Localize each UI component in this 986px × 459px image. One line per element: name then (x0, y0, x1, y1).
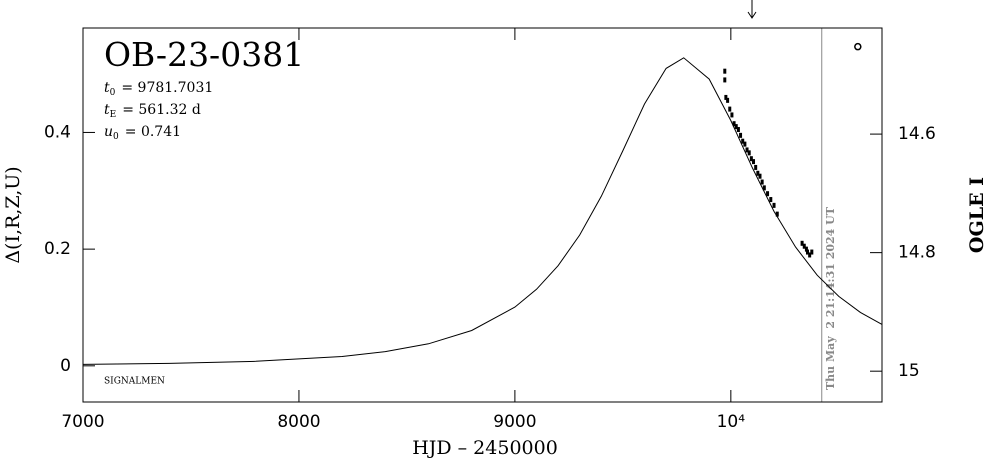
parameter-subscript: E (110, 110, 117, 120)
data-point (741, 138, 745, 144)
arrow-head (747, 11, 757, 19)
data-point (772, 202, 776, 208)
data-point (728, 106, 732, 112)
data-point (754, 164, 758, 170)
x-tick-label: 7000 (61, 412, 104, 432)
data-point (734, 124, 738, 130)
y2-tick-label: 15 (898, 361, 920, 381)
parameter-subscript: 0 (110, 88, 116, 98)
parameter: tE = 561.32 d (104, 102, 201, 120)
data-point (752, 159, 756, 165)
data-point (808, 252, 812, 258)
data-point (762, 185, 766, 191)
data-point (758, 173, 762, 179)
data-point (766, 191, 770, 197)
y-tick-label: 0.4 (44, 122, 71, 142)
parameter-value: = 0.741 (125, 124, 181, 140)
data-point (726, 97, 730, 103)
x-tick-label: 10⁴ (717, 412, 746, 432)
data-point (730, 112, 734, 118)
x-axis-label: HJD – 2450000 (412, 437, 558, 459)
data-point (745, 147, 749, 153)
parameter: t0 = 9781.7031 (104, 80, 213, 98)
model-curve (82, 57, 883, 365)
data-point (723, 77, 727, 83)
data-point (802, 243, 806, 249)
parameter-value: = 561.32 d (122, 102, 201, 118)
y2-tick-label: 14.8 (898, 243, 936, 263)
data-point (854, 42, 862, 51)
data-point (732, 121, 736, 127)
data-point (760, 179, 764, 185)
y-tick-label: 0.2 (44, 239, 71, 259)
parameter-symbol: t (104, 80, 110, 96)
plot-frame (82, 27, 883, 403)
data-point (736, 127, 740, 133)
data-point (756, 170, 760, 176)
data-point (749, 156, 753, 162)
chart-title: OB-23-0381 (104, 35, 304, 74)
data-point (805, 249, 809, 255)
signature: SIGNALMEN (104, 377, 165, 387)
data-point (810, 249, 814, 255)
y2-axis-label: OGLE I (966, 177, 986, 253)
parameter-symbol: u (104, 124, 113, 140)
parameter: u0 = 0.741 (104, 124, 181, 142)
x-tick-label: 9000 (493, 412, 536, 432)
parameter-subscript: 0 (113, 132, 119, 142)
data-point (769, 197, 773, 203)
date-label: Thu May 2 21:14:31 2024 UT (824, 206, 837, 390)
y-tick-label: 0 (60, 356, 71, 376)
data-point (747, 150, 751, 156)
x-tick-label: 8000 (277, 412, 320, 432)
parameter-value: = 9781.7031 (121, 80, 213, 96)
data-point (723, 68, 727, 74)
y2-tick-label: 14.6 (898, 124, 936, 144)
parameter-symbol: t (104, 102, 110, 118)
data-point (724, 94, 728, 100)
data-point (804, 246, 808, 252)
data-point (800, 240, 804, 246)
y-axis-label: Δ(I,R,Z,U) (2, 166, 24, 263)
data-point (743, 141, 747, 147)
data-point (775, 211, 779, 217)
data-point (739, 132, 743, 138)
